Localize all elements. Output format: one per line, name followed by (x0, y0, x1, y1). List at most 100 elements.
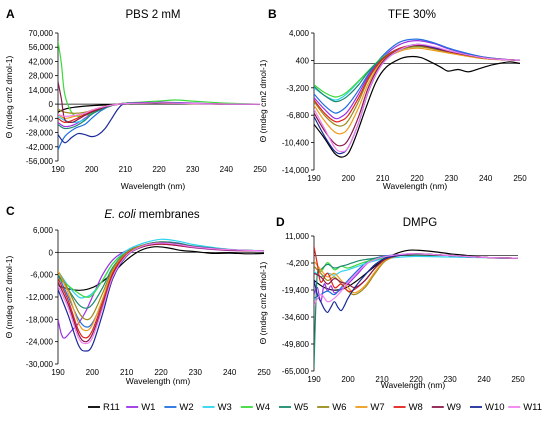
series-line-w4 (58, 41, 260, 118)
x-tick-label: 200 (86, 368, 100, 377)
series-line-w5 (58, 241, 264, 309)
series-line-r11 (58, 246, 264, 291)
series-line-w2 (314, 38, 520, 114)
legend-item-w6: W6 (317, 402, 346, 413)
series-line-w5 (314, 254, 518, 368)
panel-label: B (268, 7, 277, 21)
y-axis-label: Θ (mdeg cm2 dmol-1) (258, 262, 268, 345)
panel-label: C (6, 204, 15, 218)
y-tick-label: 11,000 (285, 232, 309, 241)
legend-label: W2 (179, 402, 193, 413)
series-line-w11 (314, 253, 518, 306)
x-tick-label: 240 (477, 375, 491, 384)
series-line-w10 (58, 101, 260, 144)
x-tick-label: 220 (409, 375, 423, 384)
legend-item-w4: W4 (240, 402, 270, 413)
series-group (314, 38, 520, 158)
y-axis-label: Θ (mdeg cm2 dmol-1) (258, 60, 268, 143)
y-tick-label: 70,000 (29, 29, 54, 38)
series-line-w9 (314, 44, 520, 147)
y-tick-label: -28,000 (26, 129, 54, 138)
y-tick-label: 0 (49, 248, 54, 257)
x-tick-label: 190 (51, 165, 65, 174)
x-axis-label: Wavelength (nm) (381, 380, 446, 390)
series-line-w4 (314, 46, 520, 98)
y-tick-label: -65,000 (282, 367, 310, 376)
legend-item-w10: W10 (470, 402, 505, 413)
y-tick-label: -10,400 (282, 139, 310, 148)
series-line-w3 (58, 238, 264, 299)
y-tick-label: -12,000 (26, 293, 54, 302)
series-line-w2 (58, 101, 260, 151)
series-line-w1 (58, 243, 264, 339)
x-tick-label: 230 (443, 375, 457, 384)
y-tick-label: -6,000 (30, 271, 53, 280)
legend-label: W4 (256, 402, 270, 413)
x-axis-label: Wavelength (nm) (126, 376, 191, 386)
series-line-w7 (58, 242, 264, 332)
legend-label: W6 (332, 402, 346, 413)
y-tick-label: 28,000 (29, 72, 54, 81)
legend-label: W10 (485, 402, 505, 413)
x-tick-label: 250 (253, 165, 267, 174)
legend-label: R11 (103, 402, 120, 413)
legend: R11 W1 W2 W3 W4 W5 W6 W7 W8 W9 W10 W11 (88, 402, 542, 413)
series-line-w7 (314, 47, 520, 135)
y-tick-label: -49,800 (282, 340, 310, 349)
series-group (314, 246, 518, 368)
x-tick-label: 210 (376, 174, 390, 183)
panel-d: D DMPG 11,000 -4,200 -19,400 -34,600 -49,800 -6… (258, 215, 525, 390)
legend-label: W11 (523, 402, 542, 413)
x-tick-label: 230 (186, 165, 200, 174)
legend-label: W9 (447, 402, 461, 413)
x-tick-label: 200 (85, 165, 99, 174)
x-axis-label: Wavelength (nm) (383, 181, 448, 191)
panel-label: A (6, 7, 15, 21)
x-tick-label: 240 (220, 165, 234, 174)
legend-item-w9: W9 (431, 402, 461, 413)
y-tick-label: -4,200 (286, 259, 309, 268)
legend-item-w3: W3 (202, 402, 232, 413)
panel-title: DMPG (403, 217, 438, 229)
legend-item-w1: W1 (126, 402, 155, 413)
panel-a: A PBS 2 mM 70,000 56,000 42,000 28,000 14,000 0… (4, 7, 267, 191)
x-tick-label: 190 (51, 368, 65, 377)
legend-label: W7 (370, 402, 384, 413)
series-line-w1 (314, 39, 520, 120)
y-tick-label: 42,000 (29, 57, 54, 66)
x-tick-label: 200 (342, 174, 356, 183)
series-line-w11 (314, 43, 520, 153)
series-line-w6 (314, 253, 518, 296)
legend-item-w5: W5 (279, 402, 308, 413)
series-line-w10 (314, 43, 520, 155)
legend-item-w7: W7 (355, 402, 385, 413)
series-line-w1 (314, 253, 518, 303)
panel-title: TFE 30% (388, 9, 436, 21)
x-tick-label: 190 (307, 375, 321, 384)
legend-label: W1 (141, 402, 155, 413)
panel-c: C E. coli membranes 6,000 0 -6,000 -12,000 -18… (4, 204, 271, 386)
series-line-w8 (58, 243, 264, 339)
y-tick-label: -34,600 (282, 313, 310, 322)
y-tick-label: 56,000 (29, 43, 54, 52)
x-tick-label: 230 (189, 368, 203, 377)
y-tick-label: 0 (49, 100, 54, 109)
y-tick-label: 6,000 (33, 226, 54, 235)
y-axis-label: Θ (mdeg cm2 dmol-1) (4, 56, 14, 139)
y-tick-label: -18,000 (26, 315, 54, 324)
y-tick-label: -42,000 (26, 143, 54, 152)
x-tick-label: 210 (120, 368, 134, 377)
x-tick-label: 220 (152, 165, 166, 174)
y-tick-label: -6,800 (286, 111, 309, 120)
legend-item-r11: R11 (88, 402, 120, 413)
y-tick-label: -19,400 (282, 286, 310, 295)
x-tick-label: 220 (410, 174, 424, 183)
y-tick-label: -30,000 (26, 360, 54, 369)
x-tick-label: 210 (375, 375, 389, 384)
x-tick-label: 250 (257, 368, 271, 377)
legend-item-w8: W8 (393, 402, 423, 413)
x-tick-label: 240 (223, 368, 237, 377)
y-tick-label: -3,200 (286, 84, 309, 93)
y-tick-label: -14,000 (26, 114, 54, 123)
x-tick-label: 190 (307, 174, 321, 183)
